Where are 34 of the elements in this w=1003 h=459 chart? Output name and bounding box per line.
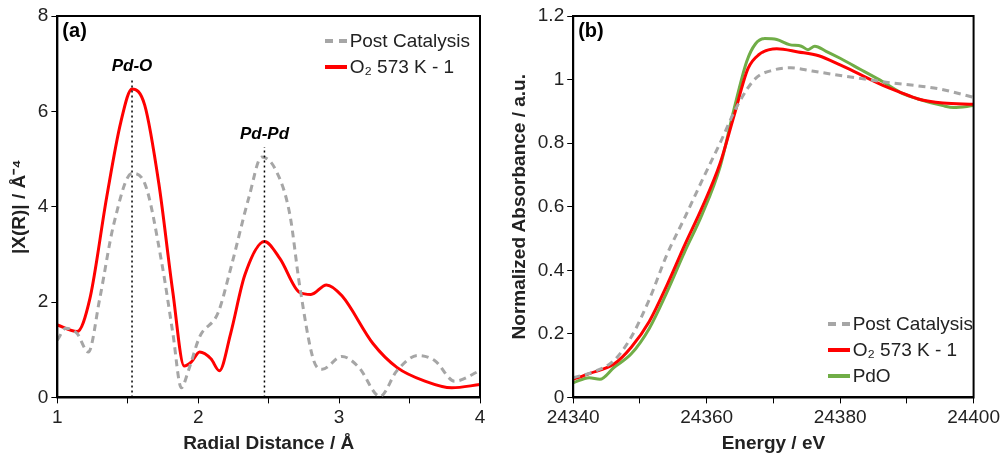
ref-line-label: Pd-O xyxy=(111,56,153,76)
legend-label: O₂ 573 K - 1 xyxy=(349,55,455,79)
x-tick-label: 2 xyxy=(192,406,204,428)
annotation: (a) xyxy=(62,18,87,41)
y-tick-label: 0 xyxy=(553,385,565,407)
y-tick-label: 6 xyxy=(37,99,49,121)
y-tick-label: 8 xyxy=(37,4,49,26)
y-tick-label: 0.2 xyxy=(537,322,565,344)
x-axis-title: Energy / eV xyxy=(721,431,826,453)
y-tick-label: 0.4 xyxy=(537,258,565,280)
y-tick-label: 0.8 xyxy=(537,131,565,153)
line-series xyxy=(57,87,480,390)
annotation: (b) xyxy=(578,18,604,41)
y-tick-label: 1 xyxy=(553,67,565,89)
legend-label: PdO xyxy=(852,364,891,388)
x-tick-label: 4 xyxy=(474,406,486,428)
y-tick-label: 2 xyxy=(37,290,49,312)
x-tick-label: 3 xyxy=(333,406,345,428)
x-tick-label: 24340 xyxy=(546,406,600,428)
legend-label: O₂ 573 K - 1 xyxy=(852,338,958,362)
y-tick-label: 4 xyxy=(37,194,49,216)
legend-label: Post Catalysis xyxy=(349,29,470,53)
x-tick-label: 1 xyxy=(52,406,63,428)
y-tick-label: 0.6 xyxy=(537,194,565,216)
x-tick-label: 24360 xyxy=(680,406,734,428)
y-tick-label: 1.2 xyxy=(537,4,565,26)
x-tick-label: 24400 xyxy=(947,406,1000,428)
x-axis-title: Radial Distance / Å xyxy=(183,431,355,453)
legend-label: Post Catalysis xyxy=(852,312,973,336)
y-tick-label: 0 xyxy=(37,385,49,407)
y-axis-title: Normalized Absorbance / a.u. xyxy=(507,74,529,340)
x-tick-label: 24380 xyxy=(813,406,867,428)
y-axis-title: |X(R)| / Å⁻⁴ xyxy=(7,159,29,255)
ref-line-label: Pd-Pd xyxy=(239,124,290,144)
